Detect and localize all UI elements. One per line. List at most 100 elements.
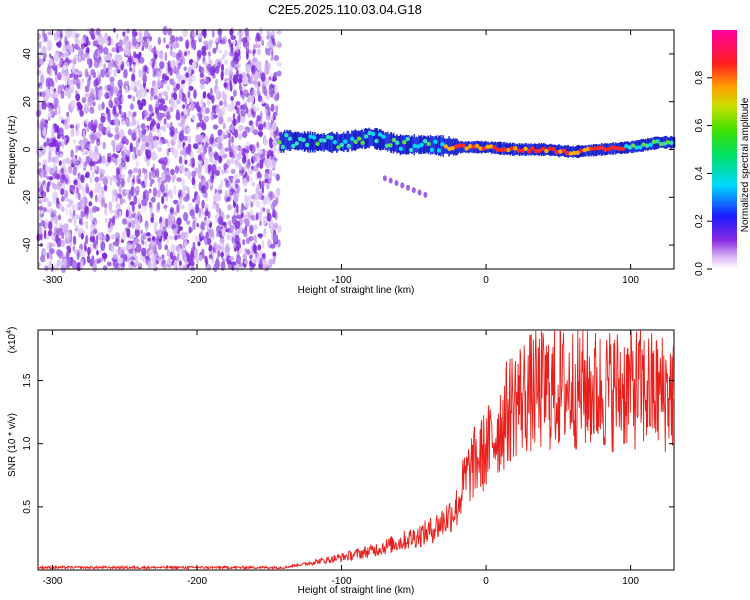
signal-band-cell	[449, 138, 451, 155]
noise-dot	[92, 262, 97, 273]
noise-dot	[95, 90, 99, 101]
noise-dot	[102, 265, 108, 271]
noise-dot	[57, 214, 62, 221]
colorbar-label: Normalized spectral amplitude	[740, 97, 750, 232]
noise-dot	[78, 53, 81, 64]
noise-dot	[109, 177, 113, 186]
noise-dot	[228, 38, 231, 44]
spectrogram-y-tick-label: 20	[22, 96, 33, 108]
noise-dot	[136, 147, 139, 156]
noise-dot	[38, 152, 42, 158]
signal-trail-dot	[411, 187, 416, 194]
noise-dot	[233, 128, 239, 139]
noise-dot	[248, 144, 253, 151]
noise-dot	[65, 197, 70, 203]
noise-dot	[230, 188, 236, 193]
noise-dot	[59, 56, 63, 67]
noise-dot	[215, 143, 221, 148]
noise-dot	[175, 52, 181, 61]
noise-dot	[116, 47, 120, 54]
noise-dot	[217, 250, 221, 258]
signal-blob	[506, 147, 511, 153]
noise-dot	[210, 176, 214, 184]
noise-dot	[268, 258, 273, 268]
noise-dot	[157, 71, 161, 81]
signal-trail-dot	[406, 184, 410, 191]
noise-dot	[155, 106, 159, 115]
noise-dot	[98, 257, 104, 263]
noise-dot	[88, 144, 92, 154]
noise-dot	[226, 214, 230, 220]
noise-dot	[202, 91, 207, 99]
noise-dot	[105, 175, 112, 180]
noise-dot	[166, 84, 170, 91]
noise-dot	[46, 102, 52, 108]
signal-band-cell	[410, 136, 412, 153]
signal-band-cell	[361, 129, 364, 149]
noise-dot	[84, 150, 89, 155]
noise-dot	[240, 109, 246, 117]
noise-dot	[152, 187, 157, 197]
noise-dot	[257, 233, 263, 238]
noise-dot	[84, 103, 89, 109]
noise-dot	[179, 92, 183, 101]
noise-dot	[46, 43, 52, 52]
noise-dot	[273, 55, 280, 62]
noise-dot	[155, 238, 159, 246]
noise-dot	[242, 75, 249, 86]
noise-dot	[221, 90, 225, 100]
noise-dot	[157, 241, 162, 251]
noise-dot	[76, 201, 79, 211]
noise-dot	[262, 148, 266, 158]
signal-blob	[641, 142, 646, 147]
noise-dot	[47, 112, 53, 119]
noise-dot	[166, 249, 171, 257]
signal-band-cell	[448, 136, 450, 157]
noise-dot	[105, 128, 109, 134]
noise-dot	[200, 220, 205, 230]
noise-dot	[111, 194, 115, 203]
colorbar-tick-label: 0.2	[694, 214, 705, 228]
noise-dot	[160, 53, 165, 62]
signal-blob	[398, 146, 403, 151]
noise-dot	[191, 176, 196, 186]
signal-blob	[412, 143, 417, 149]
noise-dot	[152, 153, 158, 160]
signal-blob	[405, 136, 410, 142]
noise-dot	[169, 121, 173, 128]
noise-dot	[263, 136, 268, 147]
signal-band-cell	[388, 134, 390, 150]
noise-dot	[126, 227, 131, 238]
noise-dot	[271, 49, 274, 58]
noise-dot	[98, 167, 102, 174]
noise-dot	[76, 124, 79, 130]
snr-x-tick-label: 0	[483, 576, 489, 587]
signal-blob	[596, 145, 601, 151]
noise-dot	[43, 57, 46, 62]
noise-dot	[120, 47, 124, 52]
signal-band-cell	[589, 145, 591, 156]
noise-dot	[192, 220, 196, 231]
signal-blob	[311, 135, 317, 140]
noise-dot	[113, 68, 117, 78]
spectrogram-x-tick-label: -300	[42, 275, 62, 286]
noise-dot	[183, 135, 188, 141]
snr-frame	[37, 329, 675, 571]
noise-dot	[178, 36, 184, 42]
noise-dot	[174, 234, 178, 241]
noise-dot	[256, 152, 260, 161]
noise-dot	[194, 235, 200, 243]
noise-dot	[73, 139, 76, 144]
noise-dot	[214, 192, 220, 202]
noise-dot	[162, 25, 168, 36]
snr-y-multiplier-text: (x10	[7, 333, 18, 353]
noise-dot	[231, 232, 236, 238]
noise-dot	[276, 70, 282, 77]
noise-dot	[162, 73, 167, 80]
noise-dot	[132, 68, 136, 74]
noise-dot	[239, 247, 243, 254]
noise-dot	[257, 131, 263, 137]
noise-dot	[81, 185, 86, 192]
noise-dot	[242, 177, 248, 187]
signal-blob	[277, 140, 282, 145]
